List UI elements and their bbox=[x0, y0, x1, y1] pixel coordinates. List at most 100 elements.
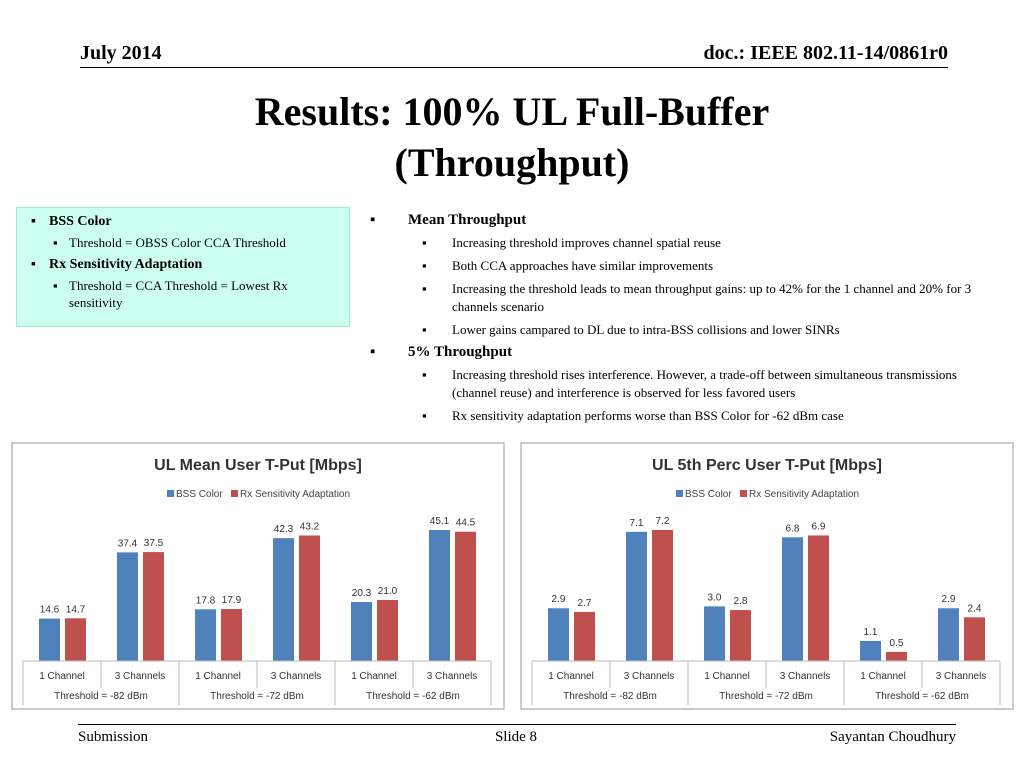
x-tick-label: 1 Channel bbox=[860, 671, 906, 682]
sub-bullet: Threshold = OBSS Color CCA Threshold bbox=[53, 234, 341, 251]
data-label: 20.3 bbox=[352, 588, 372, 599]
data-label: 7.2 bbox=[656, 516, 670, 527]
bar bbox=[299, 535, 320, 661]
legend-swatch bbox=[231, 490, 238, 497]
header-rule bbox=[80, 67, 948, 68]
data-label: 2.4 bbox=[968, 603, 982, 614]
legend-swatch bbox=[676, 490, 683, 497]
legend-swatch bbox=[740, 490, 747, 497]
data-label: 1.1 bbox=[864, 627, 878, 638]
data-label: 37.5 bbox=[144, 538, 164, 549]
chart-frame bbox=[520, 442, 1014, 710]
footer-left: Submission bbox=[78, 729, 149, 745]
footer-rule bbox=[78, 724, 956, 725]
data-label: 2.8 bbox=[734, 596, 748, 607]
bar bbox=[730, 610, 751, 661]
data-label: 45.1 bbox=[430, 516, 450, 527]
bar bbox=[195, 609, 216, 661]
legend-label: Rx Sensitivity Adaptation bbox=[749, 489, 859, 500]
group-label: Threshold = -82 dBm bbox=[54, 691, 148, 702]
data-label: 14.7 bbox=[66, 604, 86, 615]
doc-id: doc.: IEEE 802.11-14/0861r0 bbox=[703, 42, 948, 64]
bar bbox=[65, 618, 86, 661]
data-label: 17.8 bbox=[196, 595, 216, 606]
bar bbox=[652, 530, 673, 661]
x-tick-label: 1 Channel bbox=[548, 671, 594, 682]
data-label: 6.9 bbox=[812, 521, 826, 532]
x-tick-label: 3 Channels bbox=[780, 671, 831, 682]
x-tick-label: 1 Channel bbox=[351, 671, 397, 682]
data-label: 7.1 bbox=[630, 518, 644, 529]
data-label: 14.6 bbox=[40, 605, 60, 616]
bar bbox=[143, 552, 164, 661]
footer-center: Slide 8 bbox=[494, 729, 538, 745]
legend-label: Rx Sensitivity Adaptation bbox=[240, 489, 350, 500]
bar bbox=[377, 600, 398, 661]
bullet-list: Mean Throughput Increasing threshold impr… bbox=[370, 212, 993, 430]
data-label: 42.3 bbox=[274, 524, 294, 535]
bar bbox=[429, 530, 450, 661]
group-label: Threshold = -62 dBm bbox=[366, 691, 460, 702]
bar bbox=[808, 535, 829, 661]
bar bbox=[39, 618, 60, 661]
bullet: 5% Throughput bbox=[370, 344, 993, 361]
slide-title: (Throughput) bbox=[394, 140, 630, 185]
bar bbox=[626, 531, 647, 661]
group-label: Threshold = -82 dBm bbox=[563, 691, 657, 702]
legend-swatch bbox=[167, 490, 174, 497]
group-label: Threshold = -62 dBm bbox=[875, 691, 969, 702]
sub-bullet: Increasing the threshold leads to mean t… bbox=[422, 280, 993, 316]
x-tick-label: 3 Channels bbox=[624, 671, 675, 682]
date: July 2014 bbox=[80, 42, 162, 64]
bar bbox=[574, 611, 595, 661]
data-label: 3.0 bbox=[708, 592, 722, 603]
definition-box: BSS Color Threshold = OBSS Color CCA Thre… bbox=[16, 207, 350, 327]
chart-frame bbox=[11, 442, 505, 710]
data-label: 21.0 bbox=[378, 586, 398, 597]
chart-title: UL Mean User T-Put [Mbps] bbox=[154, 457, 362, 474]
bar-chart: UL 5th Perc User T-Put [Mbps] BSS Color Rx… bbox=[520, 442, 1014, 710]
bullet: BSS Color bbox=[31, 214, 341, 230]
bar bbox=[964, 617, 985, 661]
sub-bullet: Threshold = CCA Threshold = Lowest Rx se… bbox=[53, 277, 341, 311]
data-label: 6.8 bbox=[786, 523, 800, 534]
sub-bullet: Increasing threshold rises interference.… bbox=[422, 366, 993, 402]
bar bbox=[455, 531, 476, 661]
chart-title: UL 5th Perc User T-Put [Mbps] bbox=[652, 457, 882, 474]
bar bbox=[221, 609, 242, 661]
bar bbox=[938, 608, 959, 661]
x-tick-label: 1 Channel bbox=[39, 671, 85, 682]
bar bbox=[548, 608, 569, 661]
data-label: 2.7 bbox=[578, 598, 592, 609]
data-label: 37.4 bbox=[118, 538, 138, 549]
x-tick-label: 3 Channels bbox=[427, 671, 478, 682]
data-label: 0.5 bbox=[890, 638, 904, 649]
bar bbox=[782, 537, 803, 661]
x-tick-label: 1 Channel bbox=[195, 671, 241, 682]
bar bbox=[117, 552, 138, 661]
bar bbox=[351, 602, 372, 661]
data-label: 2.9 bbox=[552, 594, 566, 605]
sub-bullet: Rx sensitivity adaptation performs worse… bbox=[422, 407, 993, 425]
sub-bullet: Both CCA approaches have similar improve… bbox=[422, 257, 993, 275]
bar-chart: UL Mean User T-Put [Mbps] BSS Color Rx Sen… bbox=[11, 442, 505, 710]
data-label: 44.5 bbox=[456, 518, 476, 529]
group-label: Threshold = -72 dBm bbox=[719, 691, 813, 702]
bullet: Mean Throughput bbox=[370, 212, 993, 229]
legend-label: BSS Color bbox=[685, 489, 732, 500]
x-tick-label: 1 Channel bbox=[704, 671, 750, 682]
bullet: Rx Sensitivity Adaptation bbox=[31, 257, 341, 273]
footer-right: Sayantan Choudhury bbox=[829, 729, 956, 745]
group-label: Threshold = -72 dBm bbox=[210, 691, 304, 702]
bar bbox=[860, 640, 881, 661]
data-label: 2.9 bbox=[942, 594, 956, 605]
slide-title: Results: 100% UL Full-Buffer bbox=[254, 89, 770, 134]
data-label: 17.9 bbox=[222, 595, 242, 606]
bar bbox=[704, 606, 725, 661]
x-tick-label: 3 Channels bbox=[271, 671, 322, 682]
x-tick-label: 3 Channels bbox=[115, 671, 166, 682]
bar bbox=[886, 651, 907, 661]
x-tick-label: 3 Channels bbox=[936, 671, 987, 682]
